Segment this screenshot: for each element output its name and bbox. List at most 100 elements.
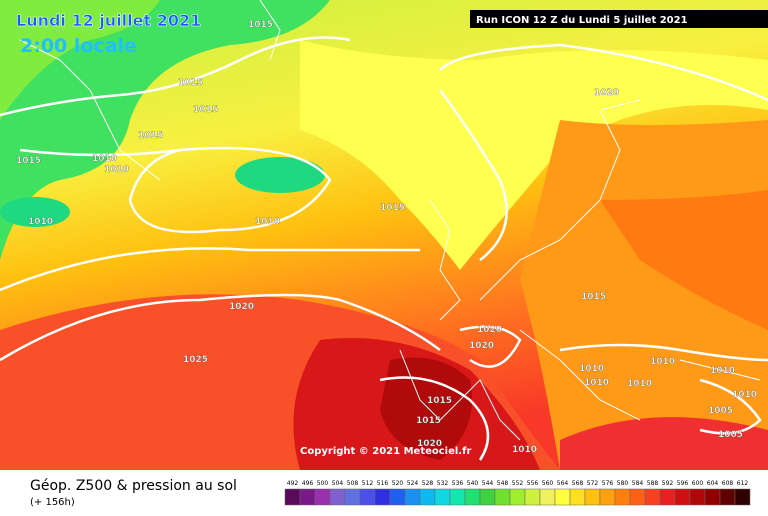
isobar-label: 1010 [584, 378, 609, 388]
color-legend: 492 496 500 504 508 512 516 520 524 528 532 536 540 5… [284, 480, 751, 506]
isobar [0, 293, 441, 362]
legend-swatch [284, 488, 301, 506]
legend-swatch [719, 488, 736, 506]
isobar [559, 343, 768, 362]
legend-label: 588 [647, 480, 659, 487]
isobar-label: 1005 [718, 430, 743, 440]
red-zone [560, 417, 768, 470]
legend-swatch [434, 488, 451, 506]
green-zone [0, 0, 160, 120]
isobar-label: 1015 [248, 20, 273, 30]
isobar-label: 1015 [416, 416, 441, 426]
isobar-label: 1015 [193, 105, 218, 115]
legend-swatch [599, 488, 616, 506]
legend-swatch [674, 488, 691, 506]
isobar-label: 1020 [477, 325, 502, 335]
legend-label: 600 [692, 480, 704, 487]
legend-swatch [494, 488, 511, 506]
legend-swatch [464, 488, 481, 506]
isobar-label: 1020 [417, 439, 442, 449]
isobar-label: 1010 [627, 379, 652, 389]
legend-label: 500 [317, 480, 329, 487]
legend-label: 532 [437, 480, 449, 487]
footer-title: Géop. Z500 & pression au sol [30, 478, 237, 494]
footer-lead: (+ 156h) [30, 497, 75, 508]
legend-label: 552 [512, 480, 524, 487]
legend-swatch [299, 488, 316, 506]
legend-swatch [524, 488, 541, 506]
isobar-label: 1010 [650, 357, 675, 367]
isobar-label: 1020 [229, 302, 254, 312]
isobar-label: 1015 [427, 396, 452, 406]
legend-swatch [539, 488, 556, 506]
legend-swatch [554, 488, 571, 506]
legend-label: 592 [662, 480, 674, 487]
green-zone [235, 157, 325, 193]
legend-swatch [584, 488, 601, 506]
legend-swatch [479, 488, 496, 506]
isobar [379, 376, 490, 461]
map-time: 2:00 locale [20, 35, 137, 57]
map-date: Lundi 12 juillet 2021 [16, 11, 201, 30]
legend-swatch [359, 488, 376, 506]
legend-label: 580 [617, 480, 629, 487]
legend-swatch [704, 488, 721, 506]
isobar-label: 1015 [178, 78, 203, 88]
legend-label: 508 [347, 480, 359, 487]
legend-label: 528 [422, 480, 434, 487]
legend-swatch [569, 488, 586, 506]
legend-label: 584 [632, 480, 644, 487]
copyright: Copyright © 2021 Meteociel.fr [300, 446, 471, 457]
legend-swatch [344, 488, 361, 506]
legend-label: 612 [737, 480, 749, 487]
run-info: Run ICON 12 Z du Lundi 5 juillet 2021 [476, 15, 688, 26]
legend-swatch [374, 488, 391, 506]
coastline [19, 0, 761, 441]
isobar-label: 1010 [579, 364, 604, 374]
legend-label: 492 [287, 480, 299, 487]
map [0, 0, 768, 470]
legend-label: 516 [377, 480, 389, 487]
legend-label: 576 [602, 480, 614, 487]
legend-swatch [629, 488, 646, 506]
isobar [459, 325, 522, 368]
legend-swatch [734, 488, 751, 506]
legend-label: 512 [362, 480, 374, 487]
legend-swatch [644, 488, 661, 506]
legend-swatch [389, 488, 406, 506]
isobar [439, 43, 768, 102]
legend-label: 560 [542, 480, 554, 487]
legend-label: 564 [557, 480, 569, 487]
isobar-label: 1015 [380, 203, 405, 213]
isobar [0, 36, 351, 117]
legend-label: 540 [467, 480, 479, 487]
legend-label: 548 [497, 480, 509, 487]
run-banner [470, 10, 768, 28]
legend-swatch [329, 488, 346, 506]
isobar [438, 89, 508, 261]
legend-swatch [509, 488, 526, 506]
isobar [19, 146, 332, 234]
isobar-label: 1010 [92, 154, 117, 164]
legend-swatch [614, 488, 631, 506]
isobar-label: 1010 [104, 165, 129, 175]
legend-label: 604 [707, 480, 719, 487]
legend-swatch [314, 488, 331, 506]
legend-label: 596 [677, 480, 689, 487]
isobar-label: 1010 [28, 217, 53, 227]
legend-swatch [404, 488, 421, 506]
isobar-label: 1020 [469, 341, 494, 351]
isobar-label: 1010 [732, 390, 757, 400]
isobar-label: 1010 [255, 217, 280, 227]
isobar-label: 1015 [581, 292, 606, 302]
isobar-label: 1015 [16, 156, 41, 166]
isobar-label: 1010 [710, 366, 735, 376]
green-zone [0, 0, 330, 260]
legend-label: 568 [572, 480, 584, 487]
legend-label: 536 [452, 480, 464, 487]
yellow-zone [300, 40, 768, 270]
isobar-label: 1010 [512, 445, 537, 455]
orange-zone [600, 190, 768, 330]
